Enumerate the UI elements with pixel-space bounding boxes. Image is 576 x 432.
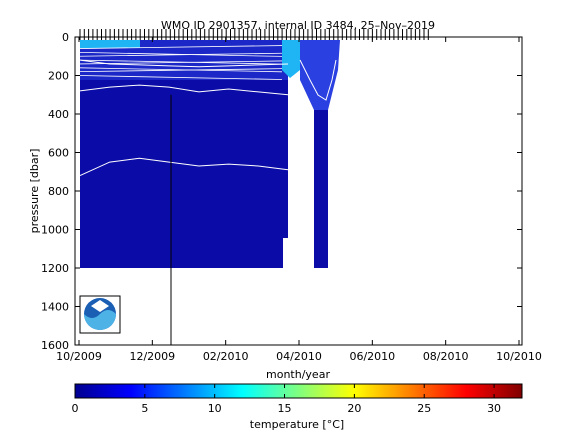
- y-tick-label: 1400: [41, 301, 69, 314]
- x-tick-label: 02/2010: [203, 350, 249, 363]
- temperature-field: [80, 40, 340, 268]
- isotherm-line-upper: [79, 75, 283, 80]
- colorbar-tick-label: 30: [487, 402, 501, 415]
- isotherm-line: [79, 59, 289, 68]
- field-warm-patch-late: [282, 40, 300, 78]
- chart-title: WMO ID 2901357, internal ID 3484, 25–Nov…: [161, 19, 435, 32]
- colorbar-ticks: 0 5 10 15 20 25 30: [72, 384, 501, 415]
- colorbar-label: temperature [°C]: [250, 418, 344, 431]
- field-block-late: [314, 110, 328, 268]
- y-tick-label: 800: [48, 185, 69, 198]
- y-tick-label: 400: [48, 108, 69, 121]
- profile-time-ticks: [79, 29, 429, 40]
- isotherm-contours: [79, 45, 337, 177]
- noaa-logo: [79, 295, 121, 334]
- colorbar: 0 5 10 15 20 25 30 temperature [°C]: [72, 383, 523, 431]
- y-tick-label: 0: [62, 31, 69, 44]
- colorbar-gradient: [74, 383, 523, 399]
- colorbar-tick-label: 15: [278, 402, 292, 415]
- colorbar-tick-label: 25: [417, 402, 431, 415]
- y-tick-label: 1600: [41, 339, 69, 352]
- isotherm-line-upper: [79, 60, 283, 65]
- y-tick-label: 200: [48, 70, 69, 83]
- x-tick-label: 12/2009: [129, 350, 175, 363]
- field-block-main: [80, 40, 288, 268]
- x-tick-label: 10/2009: [56, 350, 102, 363]
- colorbar-tick-label: 20: [347, 402, 361, 415]
- field-late-upper: [300, 40, 340, 110]
- isotherm-line: [79, 157, 289, 177]
- x-tick-label: 04/2010: [276, 350, 322, 363]
- colorbar-tick-label: 5: [141, 402, 148, 415]
- y-axis-label: pressure [dbar]: [28, 149, 41, 234]
- x-axis-ticks: 10/2009 12/2009 02/2010 04/2010 06/2010 08/20…: [56, 37, 542, 363]
- y-tick-label: 600: [48, 147, 69, 160]
- isotherm-line-late: [299, 59, 337, 101]
- y-tick-label: 1200: [41, 262, 69, 275]
- colorbar-tick-label: 10: [208, 402, 222, 415]
- isotherm-line-upper: [79, 45, 283, 49]
- plot-area: 10/2009 12/2009 02/2010 04/2010 06/2010 08/20…: [28, 19, 542, 381]
- x-tick-label: 06/2010: [349, 350, 395, 363]
- colorbar-tick-label: 0: [72, 402, 79, 415]
- x-axis-label: month/year: [266, 368, 330, 381]
- x-tick-label: 10/2010: [496, 350, 542, 363]
- isotherm-line: [79, 84, 289, 96]
- isotherm-line-upper: [79, 52, 283, 57]
- y-tick-label: 1000: [41, 224, 69, 237]
- x-tick-label: 08/2010: [423, 350, 469, 363]
- y-axis-ticks: 0 200 400 600 800 1000 1200 1400 1600: [41, 31, 522, 352]
- isotherm-line-upper: [79, 68, 283, 73]
- field-warm-patch: [80, 40, 140, 48]
